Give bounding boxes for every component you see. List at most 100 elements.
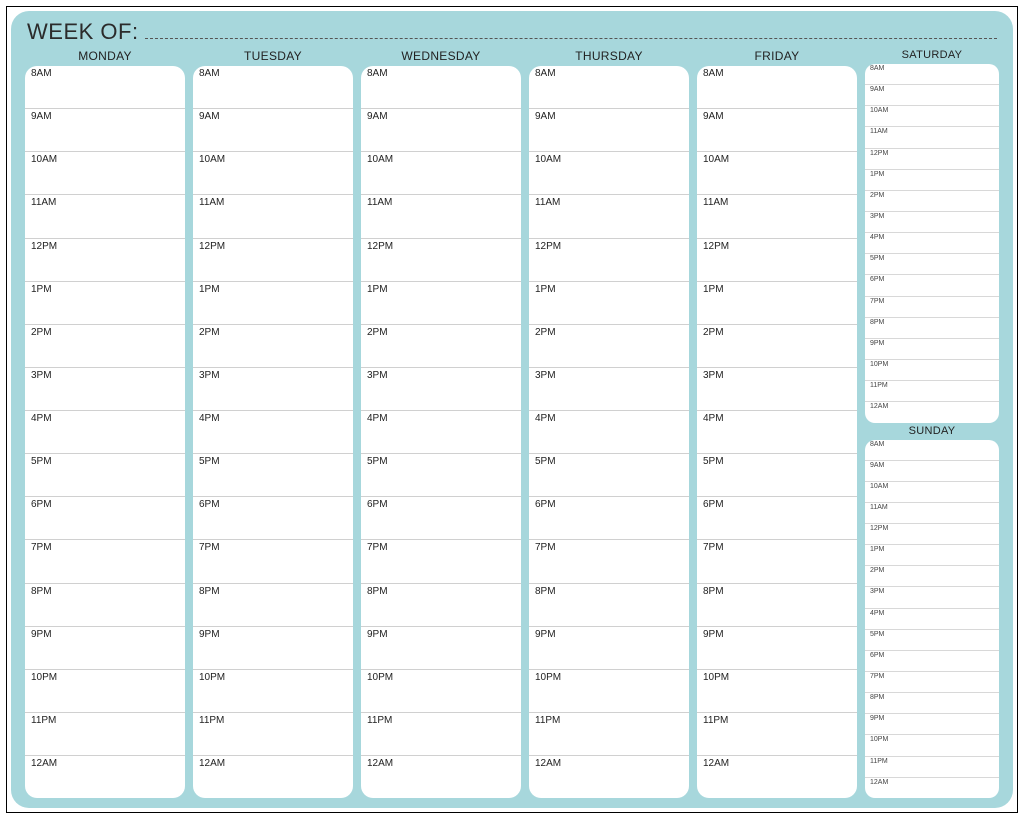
- time-slot[interactable]: 10PM: [865, 360, 999, 381]
- time-slot[interactable]: 9AM: [865, 461, 999, 482]
- time-slot[interactable]: 1PM: [25, 282, 185, 325]
- time-slot[interactable]: 3PM: [361, 368, 521, 411]
- time-slot[interactable]: 10AM: [193, 152, 353, 195]
- time-slot[interactable]: 8AM: [529, 66, 689, 109]
- time-slot[interactable]: 12PM: [865, 149, 999, 170]
- time-slot[interactable]: 3PM: [697, 368, 857, 411]
- time-slot[interactable]: 5PM: [25, 454, 185, 497]
- time-slot[interactable]: 9PM: [529, 627, 689, 670]
- time-slot[interactable]: 7PM: [865, 297, 999, 318]
- time-slot[interactable]: 6PM: [697, 497, 857, 540]
- time-slot[interactable]: 6PM: [25, 497, 185, 540]
- time-slot[interactable]: 1PM: [529, 282, 689, 325]
- time-slot[interactable]: 5PM: [697, 454, 857, 497]
- time-slot[interactable]: 2PM: [361, 325, 521, 368]
- time-slot[interactable]: 11PM: [529, 713, 689, 756]
- time-slot[interactable]: 8PM: [697, 584, 857, 627]
- time-slot[interactable]: 3PM: [865, 587, 999, 608]
- time-slot[interactable]: 3PM: [25, 368, 185, 411]
- time-slot[interactable]: 11PM: [865, 757, 999, 778]
- time-slot[interactable]: 6PM: [865, 275, 999, 296]
- time-slot[interactable]: 6PM: [529, 497, 689, 540]
- time-slot[interactable]: 8AM: [361, 66, 521, 109]
- time-slot[interactable]: 9AM: [529, 109, 689, 152]
- time-slot[interactable]: 11PM: [697, 713, 857, 756]
- time-slot[interactable]: 2PM: [865, 191, 999, 212]
- time-slot[interactable]: 1PM: [361, 282, 521, 325]
- time-slot[interactable]: 10AM: [865, 106, 999, 127]
- time-slot[interactable]: 9PM: [193, 627, 353, 670]
- time-slot[interactable]: 1PM: [865, 170, 999, 191]
- time-slot[interactable]: 9AM: [193, 109, 353, 152]
- time-slot[interactable]: 3PM: [865, 212, 999, 233]
- time-slot[interactable]: 8PM: [193, 584, 353, 627]
- time-slot[interactable]: 8AM: [193, 66, 353, 109]
- time-slot[interactable]: 12AM: [25, 756, 185, 798]
- time-slot[interactable]: 5PM: [865, 254, 999, 275]
- time-slot[interactable]: 3PM: [193, 368, 353, 411]
- time-slot[interactable]: 11PM: [361, 713, 521, 756]
- time-slot[interactable]: 5PM: [529, 454, 689, 497]
- time-slot[interactable]: 1PM: [697, 282, 857, 325]
- time-slot[interactable]: 11PM: [25, 713, 185, 756]
- time-slot[interactable]: 4PM: [25, 411, 185, 454]
- time-slot[interactable]: 12PM: [865, 524, 999, 545]
- time-slot[interactable]: 4PM: [529, 411, 689, 454]
- time-slot[interactable]: 8PM: [529, 584, 689, 627]
- time-slot[interactable]: 4PM: [361, 411, 521, 454]
- time-slot[interactable]: 12PM: [361, 239, 521, 282]
- time-slot[interactable]: 10AM: [529, 152, 689, 195]
- time-slot[interactable]: 8AM: [697, 66, 857, 109]
- time-slot[interactable]: 10AM: [361, 152, 521, 195]
- time-slot[interactable]: 4PM: [865, 609, 999, 630]
- time-slot[interactable]: 4PM: [865, 233, 999, 254]
- time-slot[interactable]: 8AM: [865, 440, 999, 461]
- time-slot[interactable]: 10AM: [697, 152, 857, 195]
- time-slot[interactable]: 6PM: [361, 497, 521, 540]
- time-slot[interactable]: 11AM: [865, 127, 999, 148]
- time-slot[interactable]: 2PM: [193, 325, 353, 368]
- time-slot[interactable]: 9PM: [865, 339, 999, 360]
- time-slot[interactable]: 9PM: [361, 627, 521, 670]
- time-slot[interactable]: 7PM: [361, 540, 521, 583]
- time-slot[interactable]: 12PM: [529, 239, 689, 282]
- time-slot[interactable]: 9AM: [361, 109, 521, 152]
- time-slot[interactable]: 8AM: [25, 66, 185, 109]
- week-of-input-line[interactable]: [145, 23, 997, 39]
- time-slot[interactable]: 10PM: [193, 670, 353, 713]
- time-slot[interactable]: 12AM: [193, 756, 353, 798]
- time-slot[interactable]: 8PM: [865, 693, 999, 714]
- time-slot[interactable]: 7PM: [865, 672, 999, 693]
- time-slot[interactable]: 10AM: [865, 482, 999, 503]
- time-slot[interactable]: 9AM: [865, 85, 999, 106]
- time-slot[interactable]: 6PM: [865, 651, 999, 672]
- time-slot[interactable]: 11AM: [865, 503, 999, 524]
- time-slot[interactable]: 11PM: [193, 713, 353, 756]
- time-slot[interactable]: 8PM: [25, 584, 185, 627]
- time-slot[interactable]: 11AM: [25, 195, 185, 238]
- time-slot[interactable]: 5PM: [193, 454, 353, 497]
- time-slot[interactable]: 7PM: [697, 540, 857, 583]
- time-slot[interactable]: 2PM: [865, 566, 999, 587]
- time-slot[interactable]: 7PM: [25, 540, 185, 583]
- time-slot[interactable]: 8PM: [865, 318, 999, 339]
- time-slot[interactable]: 12AM: [865, 402, 999, 422]
- time-slot[interactable]: 12PM: [25, 239, 185, 282]
- time-slot[interactable]: 10PM: [697, 670, 857, 713]
- time-slot[interactable]: 12PM: [193, 239, 353, 282]
- time-slot[interactable]: 11AM: [361, 195, 521, 238]
- time-slot[interactable]: 12PM: [697, 239, 857, 282]
- time-slot[interactable]: 10AM: [25, 152, 185, 195]
- time-slot[interactable]: 9PM: [25, 627, 185, 670]
- time-slot[interactable]: 9PM: [697, 627, 857, 670]
- time-slot[interactable]: 4PM: [193, 411, 353, 454]
- time-slot[interactable]: 8PM: [361, 584, 521, 627]
- time-slot[interactable]: 4PM: [697, 411, 857, 454]
- time-slot[interactable]: 2PM: [529, 325, 689, 368]
- time-slot[interactable]: 1PM: [193, 282, 353, 325]
- time-slot[interactable]: 9AM: [697, 109, 857, 152]
- time-slot[interactable]: 11AM: [193, 195, 353, 238]
- time-slot[interactable]: 10PM: [529, 670, 689, 713]
- time-slot[interactable]: 11AM: [697, 195, 857, 238]
- time-slot[interactable]: 10PM: [25, 670, 185, 713]
